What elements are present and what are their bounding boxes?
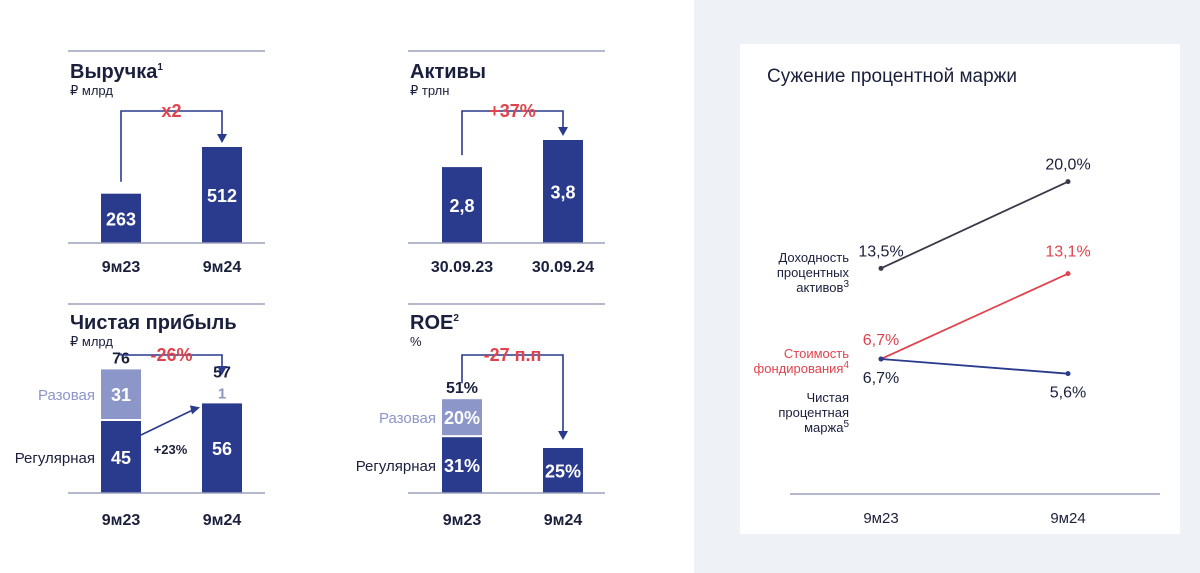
margin-value-end-2: 5,6% (1050, 385, 1086, 402)
revenue-bar-0 (101, 193, 141, 243)
roe-title: ROE2 (410, 312, 459, 334)
revenue-value-label-1: 512 (207, 186, 237, 206)
assets-category-1: 30.09.24 (532, 259, 594, 276)
roe-value-regular-1: 25% (545, 462, 581, 482)
net-profit-legend-regular: Регулярная (15, 450, 95, 467)
revenue-category-0: 9м23 (102, 259, 141, 276)
net-profit-title-text: Чистая прибыль (70, 312, 237, 334)
net-profit-title: Чистая прибыль (70, 312, 237, 334)
assets-title-text: Активы (410, 61, 486, 83)
roe-value-onetime-0: 20% (444, 408, 480, 428)
net-profit-change-label: -26% (150, 345, 192, 365)
revenue-value-label-0: 263 (106, 209, 136, 229)
net-profit-value-onetime-1: 1 (218, 385, 226, 402)
margin-line-2 (880, 358, 1069, 375)
margin-value-end-0: 20,0% (1045, 157, 1090, 174)
margin-line-1 (880, 272, 1069, 360)
assets-change-bracket-line (461, 110, 564, 156)
margin-series-footnote-2: 5 (843, 419, 849, 430)
assets-category-0: 30.09.23 (431, 259, 493, 276)
margin-series-name-0-2: активов3 (796, 279, 849, 295)
roe-total-0: 51% (446, 380, 478, 397)
roe-title-text: ROE (410, 312, 453, 334)
margin-series-name-1-0: Стоимость (784, 346, 849, 361)
margin-category-0: 9м23 (863, 510, 898, 527)
revenue-bar-1 (202, 147, 242, 243)
assets-bar-1 (543, 140, 583, 243)
net-profit-change-bracket-line (120, 353, 223, 366)
revenue-title-text: Выручка (70, 61, 158, 83)
margin-series-name-2-1: процентная (778, 405, 849, 420)
margin-series-name-1-1: фондирования4 (754, 360, 850, 376)
margin-series-footnote-1: 4 (843, 360, 849, 371)
net-profit-growth-label: +23% (154, 442, 188, 457)
roe-change-label: -27 п.п (484, 345, 542, 365)
assets-bar-0 (442, 167, 482, 243)
net-profit-legend-onetime: Разовая (38, 387, 95, 404)
net-profit-category-1: 9м24 (203, 512, 242, 529)
roe-change-bracket-arrowhead (558, 431, 568, 440)
revenue-title-footnote: 1 (157, 62, 163, 73)
margin-point-start-0 (878, 265, 884, 271)
net-profit-bar-regular-1 (202, 403, 242, 493)
net-profit-value-regular-1: 56 (212, 439, 232, 459)
margin-value-start-1: 6,7% (863, 332, 899, 349)
margin-point-end-0 (1065, 179, 1071, 185)
margin-value-end-1: 13,1% (1045, 244, 1090, 261)
net-profit-value-regular-0: 45 (111, 448, 131, 468)
margin-category-1: 9м24 (1050, 510, 1085, 527)
roe-category-0: 9м23 (443, 512, 482, 529)
net-profit-growth-line (140, 408, 195, 436)
net-profit-unit: ₽ млрд (70, 334, 113, 349)
net-profit-change-bracket-arrowhead (217, 366, 227, 375)
net-profit-value-onetime-0: 31 (111, 385, 131, 405)
roe-category-1: 9м24 (544, 512, 583, 529)
margin-card (740, 44, 1180, 534)
margin-series-name-0-0: Доходность (778, 250, 849, 265)
roe-title-footnote: 2 (453, 313, 459, 324)
roe-bar-onetime-0 (442, 399, 482, 436)
margin-value-start-2: 6,7% (863, 370, 899, 387)
margin-line-0 (880, 180, 1069, 270)
roe-legend-onetime: Разовая (379, 410, 436, 427)
roe-value-regular-0: 31% (444, 456, 480, 476)
assets-unit: ₽ трлн (410, 83, 449, 98)
assets-change-label: +37% (489, 101, 536, 121)
margin-series-footnote-0: 3 (843, 279, 849, 290)
net-profit-bar-onetime-0 (101, 369, 141, 419)
revenue-title: Выручка1 (70, 61, 163, 83)
revenue-unit: ₽ млрд (70, 83, 113, 98)
revenue-change-bracket-arrowhead (217, 134, 227, 143)
roe-legend-regular: Регулярная (356, 458, 436, 475)
assets-title: Активы (410, 61, 486, 83)
roe-bar-regular-0 (442, 437, 482, 493)
margin-series-name-2-0: Чистая (806, 390, 849, 405)
assets-change-bracket-arrowhead (558, 127, 568, 136)
margin-point-end-1 (1065, 271, 1071, 277)
roe-unit: % (410, 334, 422, 349)
margin-point-end-2 (1065, 371, 1071, 377)
net-profit-bar-regular-0 (101, 421, 141, 493)
assets-value-label-0: 2,8 (449, 196, 474, 216)
margin-series-name-2-2: маржа5 (804, 419, 849, 435)
revenue-change-bracket-line (120, 110, 223, 182)
revenue-change-label: x2 (161, 101, 181, 121)
margin-point-start-2 (878, 356, 884, 362)
net-profit-growth-arrowhead (190, 405, 200, 415)
margin-series-name-0-1: процентных (777, 265, 850, 280)
margin-title: Сужение процентной маржи (767, 66, 1017, 87)
assets-value-label-1: 3,8 (550, 183, 575, 203)
net-profit-category-0: 9м23 (102, 512, 141, 529)
revenue-category-1: 9м24 (203, 259, 242, 276)
roe-change-bracket-line (461, 354, 564, 431)
margin-value-start-0: 13,5% (858, 243, 903, 260)
net-profit-total-0: 76 (112, 350, 130, 367)
roe-bar-regular-1 (543, 448, 583, 493)
